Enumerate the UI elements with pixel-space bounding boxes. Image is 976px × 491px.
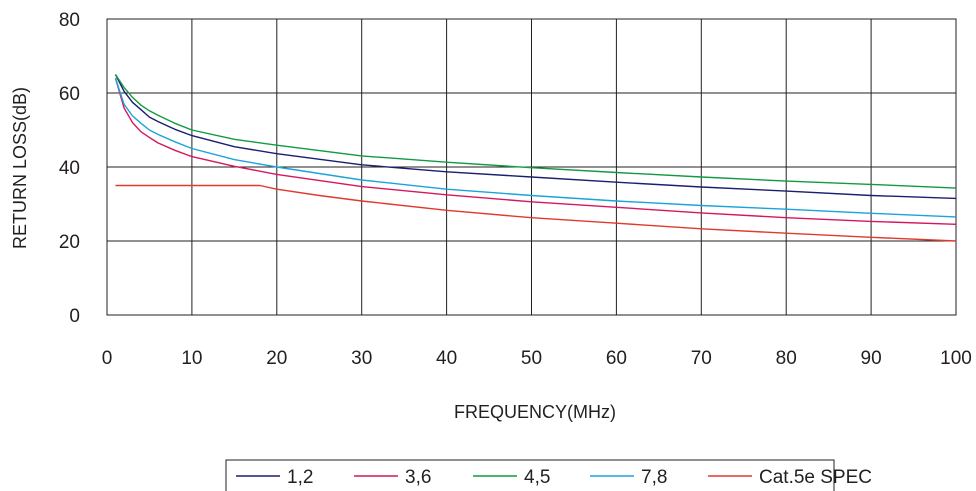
series-line-4 <box>115 184 957 242</box>
plot-frame <box>106 18 957 316</box>
legend-label-1: 3,6 <box>405 467 431 488</box>
x-tick-label: 90 <box>861 348 882 369</box>
legend-label-3: 7,8 <box>641 467 667 488</box>
y-tick-label: 20 <box>59 232 80 253</box>
legend-label-0: 1,2 <box>287 467 313 488</box>
legend-label-2: 4,5 <box>524 467 550 488</box>
legend-items: 1,2 3,6 4,5 7,8 Cat.5e SPEC <box>236 467 872 488</box>
x-tick-label: 0 <box>102 348 113 369</box>
y-tick-label: 0 <box>69 306 80 327</box>
x-tick-label: 50 <box>521 348 542 369</box>
x-tick-label: 100 <box>940 348 972 369</box>
y-tick-label: 60 <box>59 84 80 105</box>
x-tick-label: 30 <box>351 348 372 369</box>
legend: 1,2 3,6 4,5 7,8 Cat.5e SPEC <box>225 459 872 491</box>
series-line-0 <box>114 74 957 200</box>
series-line-3 <box>114 77 957 218</box>
x-axis-title: FREQUENCY(MHz) <box>454 402 616 422</box>
series-lines <box>114 74 957 242</box>
series-line-2 <box>114 74 957 189</box>
x-tick-label: 40 <box>436 348 457 369</box>
x-tick-label: 10 <box>181 348 202 369</box>
x-tick-label: 60 <box>606 348 627 369</box>
y-tick-label: 80 <box>59 10 80 31</box>
x-tick-label: 80 <box>776 348 797 369</box>
x-tick-label: 20 <box>266 348 287 369</box>
y-axis-title: RETURN LOSS(dB) <box>10 87 30 249</box>
legend-label-4: Cat.5e SPEC <box>759 467 872 488</box>
series-line-1 <box>114 78 957 225</box>
y-tick-labels: 0 20 40 60 80 <box>59 10 80 327</box>
x-tick-labels: 0 10 20 30 40 50 60 70 80 90 100 <box>102 348 972 369</box>
x-tick-label: 70 <box>691 348 712 369</box>
y-tick-label: 40 <box>59 158 80 179</box>
